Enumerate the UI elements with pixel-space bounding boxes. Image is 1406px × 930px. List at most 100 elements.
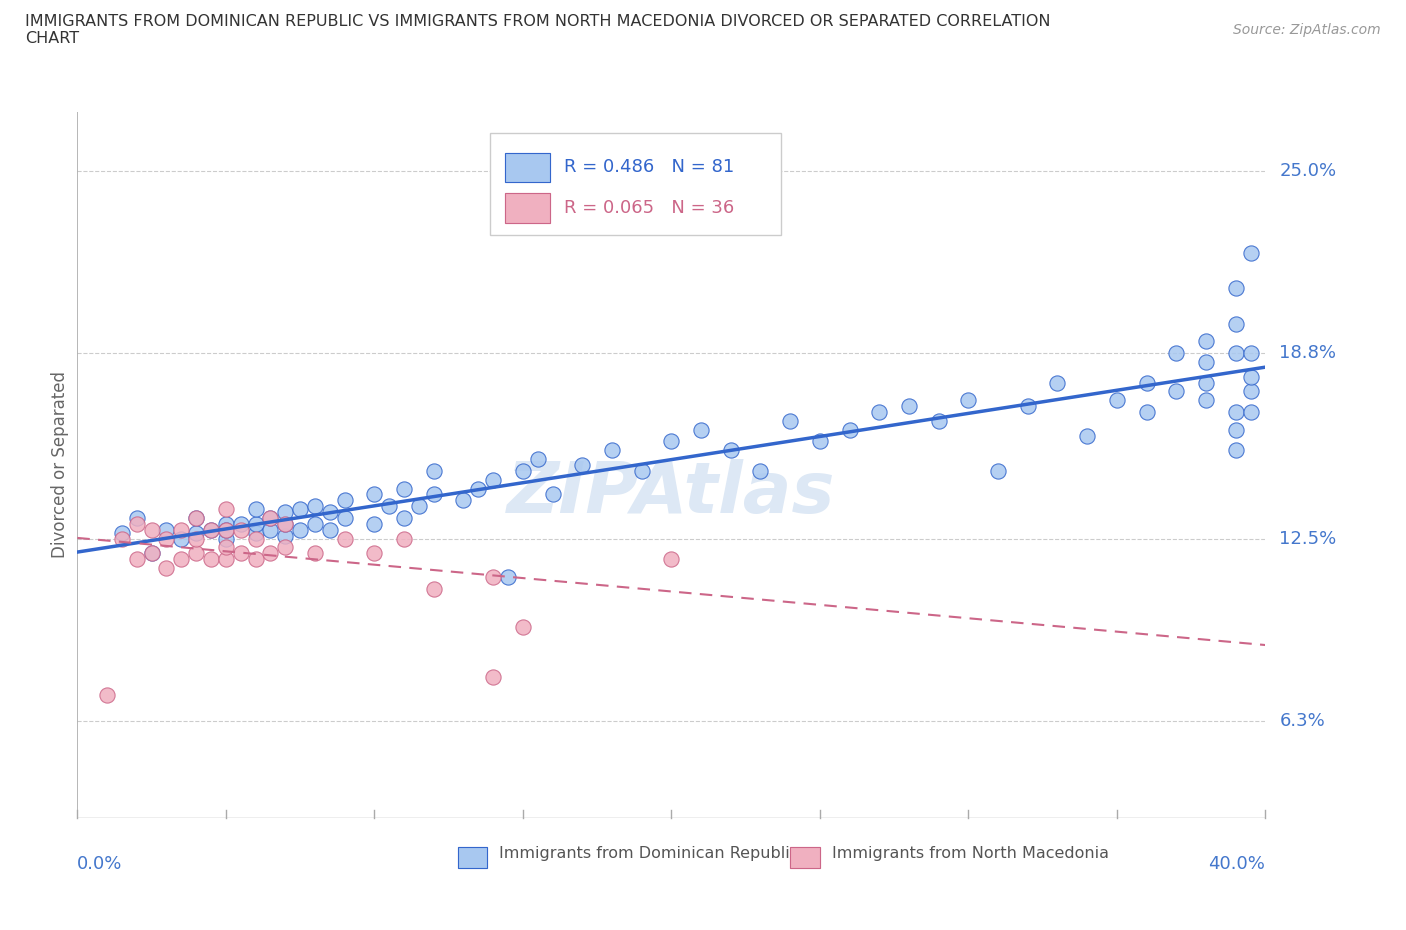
Point <box>1225 316 1247 331</box>
Point <box>186 546 208 561</box>
Point <box>155 531 177 546</box>
Point <box>229 546 252 561</box>
Point <box>868 405 890 419</box>
Point <box>1225 281 1247 296</box>
Point <box>245 516 267 531</box>
Point <box>215 502 238 517</box>
Point <box>1195 334 1218 349</box>
Point <box>155 523 177 538</box>
Point <box>186 511 208 525</box>
Point <box>215 551 238 566</box>
Point <box>215 523 238 538</box>
Point <box>541 487 564 502</box>
Point <box>928 414 950 429</box>
Point <box>288 523 311 538</box>
Point <box>259 546 281 561</box>
Point <box>215 516 238 531</box>
Point <box>304 546 326 561</box>
Point <box>467 481 489 496</box>
Point <box>779 414 801 429</box>
Point <box>1195 375 1218 390</box>
Point <box>957 392 980 407</box>
Point <box>170 523 193 538</box>
Point <box>378 498 401 513</box>
Bar <box>505 193 550 222</box>
Point <box>274 540 297 555</box>
Text: Source: ZipAtlas.com: Source: ZipAtlas.com <box>1233 23 1381 37</box>
Point <box>496 569 519 584</box>
Point <box>600 443 623 458</box>
Point <box>186 511 208 525</box>
Point <box>304 498 326 513</box>
Text: 18.8%: 18.8% <box>1279 344 1336 362</box>
Point <box>392 511 415 525</box>
Text: ZIPAtlas: ZIPAtlas <box>508 458 835 527</box>
Text: 0.0%: 0.0% <box>77 856 122 873</box>
Bar <box>505 153 550 182</box>
Point <box>141 523 163 538</box>
Point <box>304 516 326 531</box>
Point <box>1195 392 1218 407</box>
Point <box>808 434 831 449</box>
Point <box>274 516 297 531</box>
Text: 40.0%: 40.0% <box>1209 856 1265 873</box>
Point <box>1195 354 1218 369</box>
Point <box>245 525 267 540</box>
Point <box>392 531 415 546</box>
Point <box>155 561 177 576</box>
Text: IMMIGRANTS FROM DOMINICAN REPUBLIC VS IMMIGRANTS FROM NORTH MACEDONIA DIVORCED O: IMMIGRANTS FROM DOMINICAN REPUBLIC VS IM… <box>25 14 1050 29</box>
Point <box>571 458 593 472</box>
Point <box>422 487 444 502</box>
Point <box>838 422 860 437</box>
Point <box>141 546 163 561</box>
Point <box>319 523 342 538</box>
Point <box>482 569 505 584</box>
Point <box>200 523 222 538</box>
Point <box>200 523 222 538</box>
Text: Immigrants from Dominican Republic: Immigrants from Dominican Republic <box>499 846 799 861</box>
Point <box>259 523 281 538</box>
Point <box>245 551 267 566</box>
Point <box>1239 246 1261 260</box>
Point <box>274 516 297 531</box>
Point <box>1135 405 1157 419</box>
Text: 25.0%: 25.0% <box>1279 162 1337 179</box>
Text: R = 0.486   N = 81: R = 0.486 N = 81 <box>564 158 735 177</box>
Point <box>363 546 385 561</box>
Text: R = 0.065   N = 36: R = 0.065 N = 36 <box>564 199 735 217</box>
Point <box>215 523 238 538</box>
Point <box>229 516 252 531</box>
Point <box>749 463 772 478</box>
Bar <box>457 846 488 868</box>
Point <box>526 452 548 467</box>
Point <box>1239 384 1261 399</box>
Point <box>245 531 267 546</box>
Point <box>720 443 742 458</box>
Point <box>1225 422 1247 437</box>
Point <box>170 531 193 546</box>
Point <box>1166 346 1188 361</box>
Point <box>512 463 534 478</box>
Point <box>288 502 311 517</box>
Point <box>274 528 297 543</box>
Point <box>333 511 356 525</box>
Point <box>259 511 281 525</box>
Point <box>512 619 534 634</box>
Point <box>1046 375 1069 390</box>
Point <box>111 525 134 540</box>
Point <box>408 498 430 513</box>
Point <box>170 551 193 566</box>
Point <box>690 422 713 437</box>
Point <box>422 581 444 596</box>
Point <box>422 463 444 478</box>
Point <box>482 472 505 487</box>
Point <box>200 551 222 566</box>
Point <box>1239 405 1261 419</box>
Point <box>333 493 356 508</box>
Point <box>125 551 148 566</box>
Bar <box>505 193 550 222</box>
Point <box>141 546 163 561</box>
Point <box>1225 346 1247 361</box>
Point <box>1017 399 1039 414</box>
Text: 12.5%: 12.5% <box>1279 529 1337 548</box>
